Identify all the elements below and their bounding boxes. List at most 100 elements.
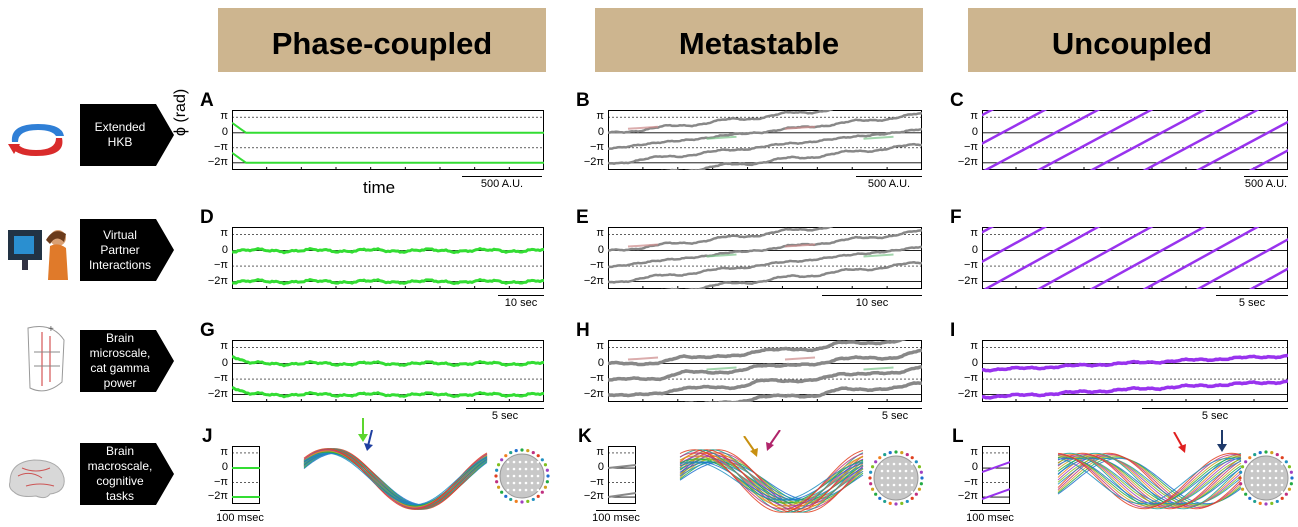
electrode-array-sketch-icon: + xyxy=(27,324,65,392)
y-tick-label: π xyxy=(970,445,978,458)
column-header-phase-coupled: Phase-coupled xyxy=(218,8,546,72)
y-tick-label: −2π xyxy=(207,155,228,168)
column-title: Uncoupled xyxy=(1051,26,1213,61)
panel-letter: D xyxy=(200,207,214,228)
scale-bar-label: 5 sec xyxy=(491,410,519,422)
panel-letter: B xyxy=(576,90,590,111)
phase-plot-e xyxy=(608,227,922,289)
electrode-head-map-icon xyxy=(868,450,924,506)
y-tick-label: −π xyxy=(589,259,604,272)
row-label-brain-macroscale: Brain macroscale, cognitive tasks xyxy=(80,443,174,505)
blue-arrow-icon xyxy=(364,430,373,451)
y-tick-label: −2π xyxy=(207,490,228,503)
row-label-line: Extended xyxy=(94,120,146,134)
scale-bar-label: 100 msec xyxy=(216,512,264,524)
column-header-uncoupled: Uncoupled xyxy=(968,8,1296,72)
svg-text:+: + xyxy=(48,324,54,335)
phase-plot-a xyxy=(232,110,544,170)
erp-waveform-coupled xyxy=(303,448,488,510)
y-tick-label: π xyxy=(596,227,604,240)
row-label-line: Brain xyxy=(105,331,134,345)
panel-letter: F xyxy=(950,207,962,228)
phase-plot-i xyxy=(982,340,1288,402)
y-tick-label: 0 xyxy=(221,356,228,369)
y-tick-label: −2π xyxy=(957,155,978,168)
scale-bar xyxy=(822,295,922,296)
y-tick-label: −2π xyxy=(957,490,978,503)
red-arrow-icon xyxy=(1173,432,1186,453)
panel-letter: G xyxy=(200,320,215,341)
y-tick-label: π xyxy=(220,227,228,240)
y-tick-label: −2π xyxy=(957,274,978,287)
y-tick-label: −π xyxy=(589,140,604,153)
column-title: Phase-coupled xyxy=(271,26,493,61)
scale-bar xyxy=(868,408,922,409)
phase-plot-l xyxy=(982,446,1010,504)
y-tick-label: π xyxy=(596,110,604,123)
phase-plot-f xyxy=(982,227,1288,289)
y-tick-label: π xyxy=(596,340,604,353)
panel-letter: C xyxy=(950,90,964,111)
scale-bar-label: 500 A.U. xyxy=(480,178,524,190)
y-tick-label: −2π xyxy=(583,155,604,168)
scale-bar-label: 10 sec xyxy=(855,297,889,309)
scale-bar xyxy=(970,510,1010,511)
y-tick-label: −π xyxy=(963,140,978,153)
row-label-line: macroscale, xyxy=(87,459,153,473)
y-tick-label: −2π xyxy=(207,274,228,287)
panel-letter: J xyxy=(202,426,213,447)
electrode-head-map-icon xyxy=(1238,450,1294,506)
scale-bar-label: 500 A.U. xyxy=(1244,178,1288,190)
y-tick-label: 0 xyxy=(597,243,604,256)
scale-bar xyxy=(856,176,922,177)
green-arrow-icon xyxy=(358,418,368,442)
row-label-line: Virtual xyxy=(103,227,137,242)
y-tick-label: π xyxy=(596,445,604,458)
y-tick-label: −2π xyxy=(207,387,228,400)
y-tick-label: −2π xyxy=(957,387,978,400)
y-tick-label: −π xyxy=(213,372,228,385)
row-label-line: microscale, xyxy=(89,346,151,360)
column-header-metastable: Metastable xyxy=(595,8,923,72)
phase-plot-b xyxy=(608,110,922,170)
scale-bar xyxy=(1216,295,1288,296)
row-label-brain-microscale: Brain microscale, cat gamma power xyxy=(80,330,174,392)
panel-letter: K xyxy=(578,426,592,447)
y-tick-label: 0 xyxy=(971,243,978,256)
panel-letter: E xyxy=(576,207,589,228)
scale-bar-label: 100 msec xyxy=(592,512,640,524)
y-axis-label: ϕ (rad) xyxy=(172,88,189,136)
electrode-head-map-icon xyxy=(494,448,550,504)
y-tick-label: −π xyxy=(963,475,978,488)
y-tick-label: −π xyxy=(213,259,228,272)
y-tick-label: 0 xyxy=(971,356,978,369)
person-at-monitor-icon xyxy=(8,230,68,280)
y-tick-label: 0 xyxy=(597,356,604,369)
phase-plot-d xyxy=(232,227,544,289)
magenta-arrow-icon xyxy=(766,430,781,451)
y-tick-label: −π xyxy=(213,475,228,488)
scale-bar xyxy=(596,510,636,511)
scale-bar-label: 500 A.U. xyxy=(867,178,911,190)
y-tick-label: −π xyxy=(963,372,978,385)
y-tick-label: π xyxy=(220,110,228,123)
scale-bar-label: 5 sec xyxy=(881,410,909,422)
y-tick-label: 0 xyxy=(221,125,228,138)
orange-arrow-icon xyxy=(743,436,758,457)
y-tick-label: π xyxy=(220,340,228,353)
scale-bar-label: 5 sec xyxy=(1201,410,1229,422)
erp-waveform-metastable xyxy=(679,449,864,513)
y-tick-label: 0 xyxy=(971,125,978,138)
column-title: Metastable xyxy=(678,26,840,61)
scale-bar-label: 100 msec xyxy=(966,512,1014,524)
scale-bar xyxy=(498,295,544,296)
scale-bar xyxy=(1142,408,1288,409)
y-tick-label: −π xyxy=(589,372,604,385)
row-label-line: cognitive xyxy=(96,474,144,488)
scale-bar-label: 5 sec xyxy=(1238,297,1266,309)
panel-letter: I xyxy=(950,320,956,341)
scale-bar xyxy=(462,176,542,177)
scale-bar xyxy=(466,408,544,409)
hkb-rotating-arrows-icon xyxy=(8,124,64,156)
y-tick-label: −2π xyxy=(583,387,604,400)
